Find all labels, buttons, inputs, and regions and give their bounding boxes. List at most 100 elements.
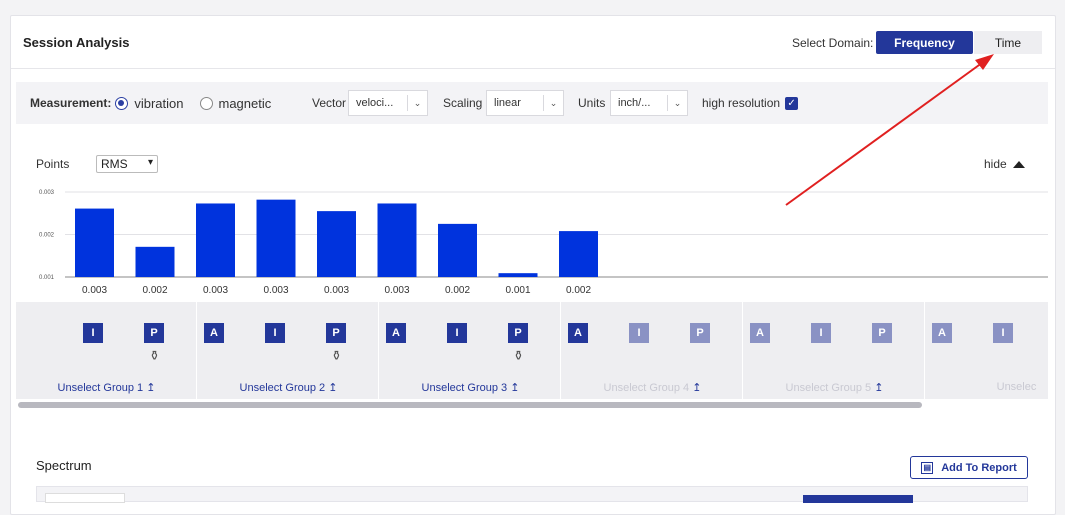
unselect-group-label: Unselect Group 4	[603, 382, 690, 394]
axis-chip-a[interactable]: A	[204, 323, 224, 343]
spectrum-toolbar	[36, 486, 1028, 503]
chart-bar[interactable]	[438, 223, 477, 277]
report-icon: ▤	[921, 461, 934, 474]
axis-chip-p[interactable]: P	[508, 323, 528, 343]
sensor-icon: ⚱	[331, 348, 342, 363]
time-button[interactable]: Time	[974, 31, 1042, 54]
chart-bar[interactable]	[135, 246, 175, 277]
sensor-group: I P A Unselect Group 5 ↥	[744, 302, 952, 399]
spectrum-title: Spectrum	[36, 458, 92, 473]
axis-chip-p[interactable]: P	[326, 323, 346, 343]
vector-label: Vector	[312, 96, 347, 110]
axis-chip-a[interactable]: A	[932, 323, 952, 343]
hide-label: hide	[984, 157, 1007, 171]
magnetic-label: magnetic	[218, 95, 272, 111]
axis-chip-i[interactable]: I	[83, 323, 103, 343]
chevron-down-icon: ⌄	[667, 95, 687, 111]
magnetic-radio[interactable]	[199, 96, 213, 110]
bar-data-label: 0.003	[384, 285, 409, 296]
axis-chip-a[interactable]: A	[386, 323, 406, 343]
high-res-label: high resolution	[702, 96, 781, 110]
axis-chip-a[interactable]: A	[568, 323, 588, 343]
unselect-group-label: Unselec	[996, 381, 1037, 393]
upload-icon: ↥	[325, 382, 338, 394]
sensor-group: I Unselec	[926, 302, 1048, 399]
axis-chip-i[interactable]: I	[629, 323, 649, 343]
upload-icon: ↥	[689, 382, 702, 394]
y-tick-label: 0.003	[39, 190, 55, 196]
sensor-group: I P A ⚱ Unselect Group 1 ↥	[16, 302, 224, 399]
y-tick-label: 0.001	[39, 275, 55, 281]
measurement-group: Measurement: vibration magnetic	[30, 82, 271, 124]
domain-label: Select Domain:	[792, 36, 874, 50]
upload-icon: ↥	[143, 382, 156, 394]
axis-chip-i[interactable]: I	[447, 323, 467, 343]
sensor-group: I P A ⚱ Unselect Group 3 ↥	[380, 302, 588, 399]
chevron-down-icon: ⌄	[407, 95, 427, 111]
bar-data-label: 0.002	[445, 285, 470, 296]
unselect-group-link[interactable]: Unselect Group 1 ↥	[16, 381, 197, 394]
measurement-label: Measurement:	[30, 96, 112, 110]
add-to-report-button[interactable]: ▤ Add To Report	[910, 456, 1028, 479]
bar-data-label: 0.003	[324, 285, 349, 296]
sensor-icon: ⚱	[513, 348, 524, 363]
chevron-down-icon: ⌄	[543, 95, 563, 111]
bar-data-label: 0.001	[505, 285, 530, 296]
high-res-checkbox[interactable]: ✓	[785, 96, 799, 110]
spectrum-action-button[interactable]	[803, 495, 913, 503]
unselect-group-label: Unselect Group 1	[57, 382, 144, 394]
high-res-group: high resolution ✓	[702, 82, 799, 124]
points-select[interactable]: RMS ▾	[96, 155, 158, 173]
units-select[interactable]: inch/... ⌄	[610, 90, 688, 116]
y-tick-label: 0.002	[39, 233, 55, 239]
hide-toggle[interactable]: hide	[984, 157, 1025, 171]
triangle-up-icon	[1012, 160, 1025, 168]
vibration-radio[interactable]	[115, 96, 129, 110]
vector-select[interactable]: veloci... ⌄	[348, 90, 428, 116]
measurement-toolbar: Measurement: vibration magnetic Vector v…	[16, 82, 1048, 124]
bar-data-label: 0.003	[82, 285, 107, 296]
chart-bar[interactable]	[317, 211, 356, 277]
chart-bar[interactable]	[256, 199, 296, 277]
units-value: inch/...	[618, 97, 651, 109]
upload-icon: ↥	[507, 382, 520, 394]
scaling-label: Scaling	[443, 96, 483, 110]
sensor-group: I P A ⚱ Unselect Group 2 ↥	[198, 302, 406, 399]
axis-chip-i[interactable]: I	[811, 323, 831, 343]
points-bar-chart: 0.003 0.002 0.001 0.003 0.002 0.003 0.003 0.00…	[39, 190, 1048, 296]
upload-icon: ↥	[871, 382, 884, 394]
horizontal-scrollbar[interactable]	[18, 402, 922, 408]
chart-bar[interactable]	[559, 231, 598, 277]
bar-data-label: 0.002	[142, 285, 167, 296]
axis-chip-p[interactable]: P	[872, 323, 892, 343]
sensor-icon: ⚱	[149, 348, 160, 363]
scaling-value: linear	[494, 97, 521, 109]
groups-panel: I P A ⚱ Unselect Group 1 ↥ I P A ⚱ Unselect Group…	[16, 302, 1048, 399]
bar-data-label: 0.002	[566, 285, 591, 296]
unselect-group-link[interactable]: Unselect Group 3 ↥	[380, 381, 561, 394]
axis-chip-p[interactable]: P	[690, 323, 710, 343]
bar-data-label: 0.003	[263, 285, 288, 296]
scaling-select[interactable]: linear ⌄	[486, 90, 564, 116]
axis-chip-i[interactable]: I	[265, 323, 285, 343]
chart-bar[interactable]	[75, 208, 114, 277]
unselect-group-label: Unselect Group 5	[785, 382, 872, 394]
axis-chip-i[interactable]: I	[993, 323, 1013, 343]
bar-data-label: 0.003	[203, 285, 228, 296]
units-label: Units	[578, 96, 606, 110]
chart-bar[interactable]	[377, 203, 417, 277]
unselect-group-link[interactable]: Unselec	[926, 381, 1048, 393]
unselect-group-link[interactable]: Unselect Group 4 ↥	[562, 381, 743, 394]
unselect-group-label: Unselect Group 2	[239, 382, 326, 394]
chevron-down-icon: ▾	[147, 157, 153, 168]
unselect-group-label: Unselect Group 3	[421, 382, 508, 394]
axis-chip-a[interactable]: A	[750, 323, 770, 343]
frequency-button[interactable]: Frequency	[876, 31, 973, 54]
unselect-group-link[interactable]: Unselect Group 2 ↥	[198, 381, 379, 394]
vector-value: veloci...	[356, 97, 394, 109]
axis-chip-p[interactable]: P	[144, 323, 164, 343]
chart-bar[interactable]	[498, 273, 538, 277]
chart-bar[interactable]	[196, 203, 235, 277]
unselect-group-link[interactable]: Unselect Group 5 ↥	[744, 381, 925, 394]
vibration-label: vibration	[134, 95, 184, 111]
